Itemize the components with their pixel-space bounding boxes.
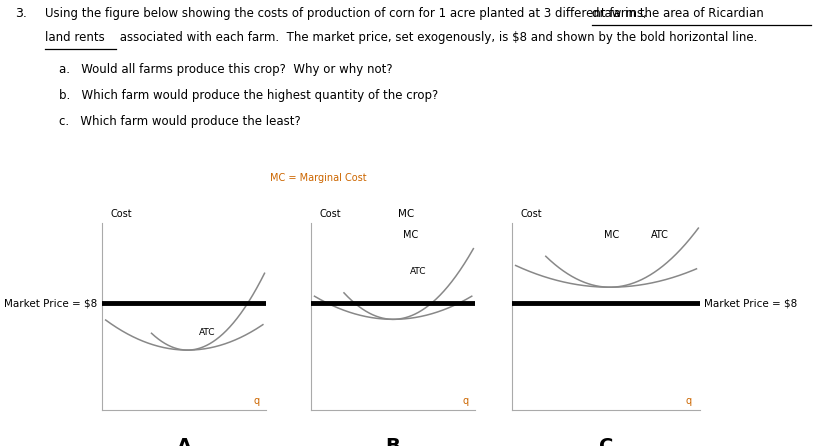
Text: q: q <box>686 396 692 406</box>
Text: Cost: Cost <box>319 209 341 219</box>
Text: c.   Which farm would produce the least?: c. Which farm would produce the least? <box>59 115 301 128</box>
Text: C: C <box>599 437 613 446</box>
Text: ATC: ATC <box>410 267 426 276</box>
Text: ATC: ATC <box>651 230 669 240</box>
Text: q: q <box>253 396 260 406</box>
Text: Cost: Cost <box>520 209 541 219</box>
Text: MC: MC <box>398 209 414 219</box>
Text: a.   Would all farms produce this crop?  Why or why not?: a. Would all farms produce this crop? Wh… <box>59 63 392 76</box>
Text: land rents: land rents <box>45 31 105 44</box>
Text: MC = Marginal Cost: MC = Marginal Cost <box>270 173 367 183</box>
Text: q: q <box>462 396 468 406</box>
Text: MC: MC <box>403 230 419 240</box>
Text: Cost: Cost <box>111 209 132 219</box>
Text: B: B <box>386 437 400 446</box>
Text: Using the figure below showing the costs of production of corn for 1 acre plante: Using the figure below showing the costs… <box>45 7 650 20</box>
Text: 3.: 3. <box>15 7 26 20</box>
Text: A: A <box>177 437 192 446</box>
Text: MC: MC <box>604 230 619 240</box>
Text: b.   Which farm would produce the highest quantity of the crop?: b. Which farm would produce the highest … <box>59 89 438 102</box>
Text: ATC: ATC <box>199 328 215 337</box>
Text: Market Price = $8: Market Price = $8 <box>704 298 798 308</box>
Text: draw in the area of Ricardian: draw in the area of Ricardian <box>592 7 764 20</box>
Text: Market Price = $8: Market Price = $8 <box>4 298 97 308</box>
Text: associated with each farm.  The market price, set exogenously, is $8 and shown b: associated with each farm. The market pr… <box>116 31 758 44</box>
